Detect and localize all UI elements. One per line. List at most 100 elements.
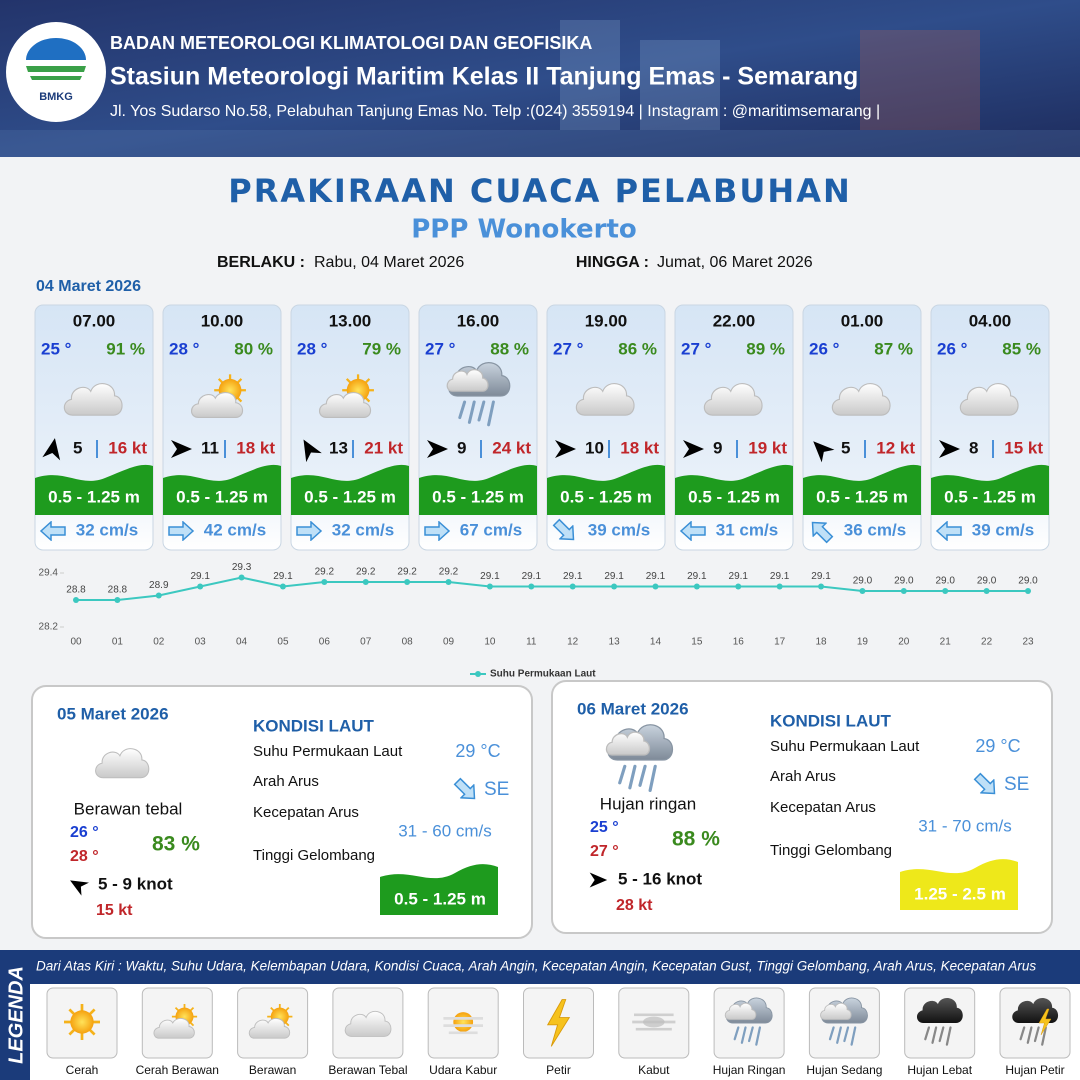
wind-speed: 10 xyxy=(585,438,604,457)
value-label: 29.1 xyxy=(646,571,666,582)
wave-area xyxy=(803,464,921,515)
value-label: 29.2 xyxy=(439,567,459,578)
humidity: 85 % xyxy=(1002,339,1041,358)
point xyxy=(238,574,245,581)
wave-area xyxy=(675,464,793,515)
humidity: 91 % xyxy=(106,339,145,358)
current-speed: 31 cm/s xyxy=(716,520,778,539)
wave-height: 0.5 - 1.25 m xyxy=(176,487,268,506)
sea-label: Tinggi Gelombang xyxy=(253,847,375,864)
wave-area xyxy=(419,464,537,515)
value-label: 29.0 xyxy=(977,576,997,587)
point xyxy=(528,583,535,590)
logo-text: BMKG xyxy=(39,91,73,103)
wave-height: 0.5 - 1.25 m xyxy=(304,487,396,506)
time: 13.00 xyxy=(329,311,372,330)
temperature: 28 ° xyxy=(297,339,328,358)
temp-min: 25 ° xyxy=(590,819,619,836)
day-panel: 06 Maret 2026 Hujan ringan 25 ° 27 ° 88 % 5 -… xyxy=(551,680,1053,934)
sea-label: Arah Arus xyxy=(770,768,836,785)
validity-from-label: BERLAKU : xyxy=(217,254,305,271)
current-speed: 67 cm/s xyxy=(460,520,522,539)
x-tick-label: 06 xyxy=(319,637,331,648)
humidity: 79 % xyxy=(362,339,401,358)
temperature: 27 ° xyxy=(681,339,712,358)
legend-item: Hujan Ringan xyxy=(713,1063,786,1077)
value-label: 29.2 xyxy=(356,567,376,578)
value-label: 29.0 xyxy=(853,576,873,587)
x-tick-label: 02 xyxy=(153,637,165,648)
humidity: 83 % xyxy=(152,833,200,856)
point xyxy=(652,583,659,590)
value-label: 29.1 xyxy=(811,571,831,582)
wind-speed: 13 xyxy=(329,438,348,457)
wave-area xyxy=(163,464,281,515)
x-tick-label: 03 xyxy=(195,637,207,648)
sea-label: Kecepatan Arus xyxy=(770,799,876,816)
value-label: 29.1 xyxy=(729,571,749,582)
wind-speed: 5 xyxy=(73,438,82,457)
condition: Berawan tebal xyxy=(74,799,183,818)
temperature: 26 ° xyxy=(809,339,840,358)
temperature: 26 ° xyxy=(937,339,968,358)
point xyxy=(404,579,411,585)
sea-label: Kecepatan Arus xyxy=(253,804,359,821)
wave-area xyxy=(291,464,409,515)
logo-shape xyxy=(26,66,86,80)
sea-label: Suhu Permukaan Laut xyxy=(770,738,920,755)
x-tick-label: 10 xyxy=(484,637,496,648)
gust: 16 kt xyxy=(108,438,147,457)
wave-area xyxy=(931,464,1049,515)
x-tick-label: 23 xyxy=(1022,637,1034,648)
x-tick-label: 22 xyxy=(981,637,993,648)
gust: 19 kt xyxy=(748,438,787,457)
validity-to: Jumat, 06 Maret 2026 xyxy=(657,254,813,271)
wave-height: 0.5 - 1.25 m xyxy=(560,487,652,506)
current-direction: SE xyxy=(1004,774,1029,795)
value-label: 29.1 xyxy=(480,571,500,582)
panel-date: 05 Maret 2026 xyxy=(57,704,169,723)
point xyxy=(1025,588,1031,594)
wave-height: 0.5 - 1.25 m xyxy=(48,487,140,506)
point xyxy=(114,597,121,603)
wind: 5 - 16 knot xyxy=(618,869,702,888)
point xyxy=(197,583,204,590)
wind-speed: 8 xyxy=(969,438,978,457)
point xyxy=(735,583,742,590)
value-label: 29.1 xyxy=(604,571,624,582)
sea-heading: KONDISI LAUT xyxy=(770,711,892,730)
gust: 15 kt xyxy=(96,902,133,919)
validity-from: Rabu, 04 Maret 2026 xyxy=(314,254,464,271)
wave-area xyxy=(380,864,498,915)
x-tick-label: 18 xyxy=(815,637,827,648)
humidity: 86 % xyxy=(618,339,657,358)
value-label: 29.1 xyxy=(522,571,542,582)
value-label: 28.8 xyxy=(66,585,86,596)
point xyxy=(942,588,949,594)
wind-speed: 9 xyxy=(457,438,466,457)
legend-strip xyxy=(0,950,1080,984)
x-tick-label: 04 xyxy=(236,637,248,648)
point xyxy=(362,579,369,585)
legend-item: Cerah xyxy=(66,1063,99,1077)
legend-item: Hujan Lebat xyxy=(907,1063,972,1077)
time: 04.00 xyxy=(969,311,1012,330)
current-speed: 31 - 60 cm/s xyxy=(398,821,492,840)
legend-side xyxy=(0,950,30,1080)
wave-height: 0.5 - 1.25 m xyxy=(688,487,780,506)
humidity: 89 % xyxy=(746,339,785,358)
legend-marker xyxy=(475,671,481,677)
sea-label: Tinggi Gelombang xyxy=(770,842,892,859)
legend-item: Hujan Sedang xyxy=(806,1063,882,1077)
x-tick-label: 09 xyxy=(443,637,455,648)
gust: 12 kt xyxy=(876,438,915,457)
current-direction: SE xyxy=(484,779,509,800)
legend-item: Cerah Berawan xyxy=(136,1063,219,1077)
point xyxy=(73,597,79,603)
wave-height: 1.25 - 2.5 m xyxy=(914,884,1006,903)
